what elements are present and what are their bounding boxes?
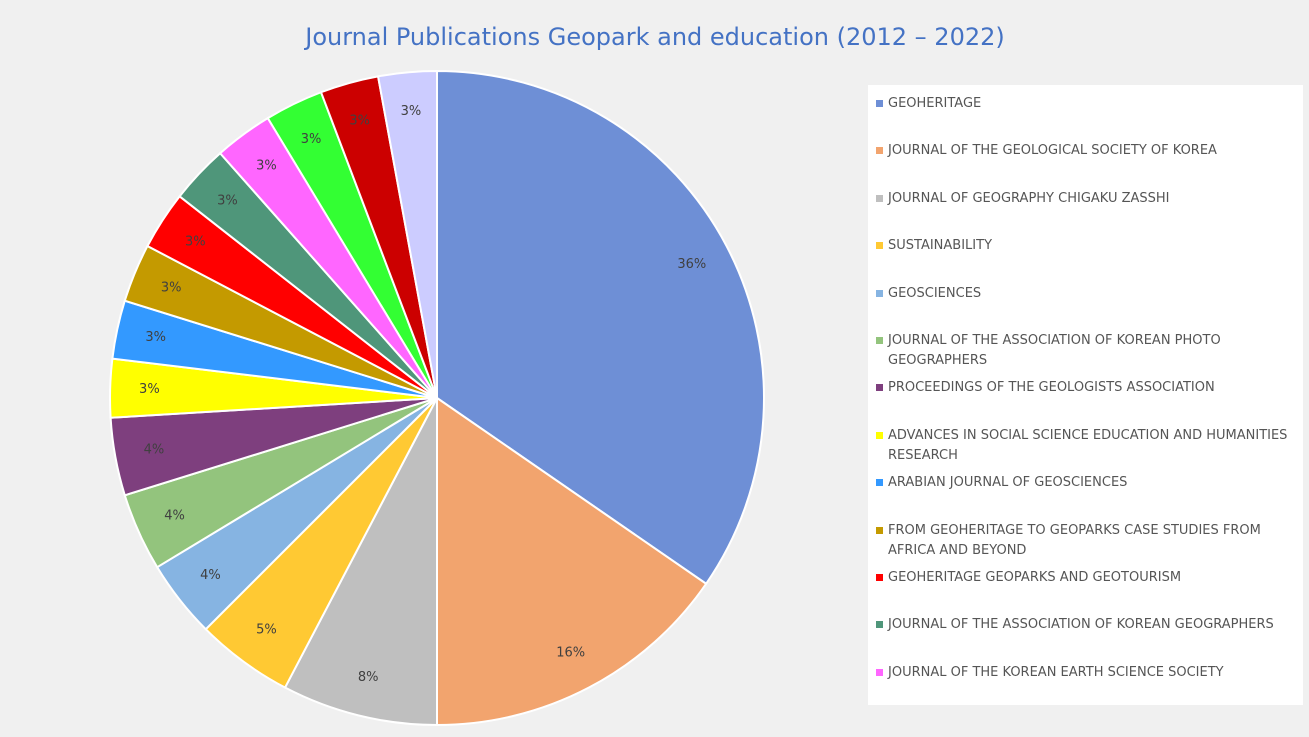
legend-item: GEOSCIENCES — [874, 284, 1298, 304]
legend-swatch — [876, 479, 883, 487]
pie-slice — [436, 69, 765, 586]
legend-label: ADVANCES IN SOCIAL SCIENCE EDUCATION AND… — [888, 427, 1288, 463]
legend-label: FROM GEOHERITAGE TO GEOPARKS CASE STUDIE… — [888, 522, 1261, 558]
legend-item: ARABIAN JOURNAL OF GEOSCIENCES — [874, 473, 1298, 493]
legend-swatch — [876, 574, 883, 581]
data-label: 4% — [144, 442, 165, 457]
legend-item: GEOHERITAGE GEOPARKS AND GEOTOURISM — [874, 568, 1298, 588]
legend-swatch — [876, 384, 883, 392]
pie-slice — [283, 397, 438, 727]
legend-label: JOURNAL OF THE KOREAN EARTH SCIENCE SOCI… — [888, 664, 1224, 680]
legend-swatch — [876, 621, 883, 629]
legend-swatch — [876, 100, 883, 107]
legend-label: PROCEEDINGS OF THE GEOLOGISTS ASSOCIATIO… — [888, 380, 1215, 396]
legend-swatch — [876, 147, 883, 155]
legend-swatch — [876, 337, 883, 344]
legend-item: FROM GEOHERITAGE TO GEOPARKS CASE STUDIE… — [874, 521, 1298, 561]
pie-slice — [376, 69, 438, 399]
data-label: 4% — [200, 568, 221, 583]
legend-label: JOURNAL OF THE ASSOCIATION OF KOREAN PHO… — [888, 333, 1221, 368]
legend-label: GEOSCIENCES — [888, 285, 982, 301]
legend-swatch — [876, 526, 883, 534]
data-label: 3% — [349, 113, 370, 128]
data-label: 3% — [161, 280, 182, 295]
data-label: 3% — [217, 193, 238, 208]
data-label: 3% — [145, 330, 166, 345]
legend-swatch — [876, 194, 883, 202]
legend-label: SUSTAINABILITY — [888, 238, 993, 254]
data-label: 4% — [164, 509, 185, 524]
legend-item: GEOHERITAGE — [874, 94, 1298, 114]
legend-item: JOURNAL OF THE ASSOCIATION OF KOREAN GEO… — [874, 615, 1298, 635]
legend-swatch — [876, 289, 883, 297]
legend-label: ARABIAN JOURNAL OF GEOSCIENCES — [888, 475, 1128, 491]
legend-label: JOURNAL OF THE ASSOCIATION OF KOREAN GEO… — [888, 617, 1274, 633]
data-label: 3% — [256, 159, 277, 174]
legend-label: JOURNAL OF THE GEOLOGICAL SOCIETY OF KOR… — [888, 143, 1217, 159]
data-label: 3% — [401, 104, 422, 119]
legend-swatch — [876, 242, 883, 250]
legend-label: GEOHERITAGE GEOPARKS AND GEOTOURISM — [888, 570, 1182, 585]
data-label: 36% — [677, 257, 706, 272]
legend-item: JOURNAL OF THE GEOLOGICAL SOCIETY OF KOR… — [874, 141, 1298, 161]
data-label: 5% — [256, 622, 277, 637]
chart-title: Journal Publications Geopark and educati… — [303, 23, 1005, 51]
data-label: 3% — [185, 234, 206, 249]
data-label: 3% — [301, 132, 322, 147]
legend: GEOHERITAGE JOURNAL OF THE GEOLOGICAL SOC… — [868, 85, 1303, 705]
legend-label: GEOHERITAGE — [888, 96, 982, 111]
legend-item: SUSTAINABILITY — [874, 236, 1298, 256]
legend-label: JOURNAL OF GEOGRAPHY CHIGAKU ZASSHI — [888, 190, 1170, 206]
legend-item: JOURNAL OF THE ASSOCIATION OF KOREAN PHO… — [874, 331, 1298, 371]
legend-item: JOURNAL OF GEOGRAPHY CHIGAKU ZASSHI — [874, 189, 1298, 209]
data-label: 8% — [358, 670, 379, 685]
data-label: 3% — [139, 382, 160, 397]
data-label: 16% — [556, 645, 585, 660]
legend-item: ADVANCES IN SOCIAL SCIENCE EDUCATION AND… — [874, 426, 1298, 466]
pie-slice — [436, 396, 708, 727]
legend-swatch — [876, 668, 883, 676]
legend-item: JOURNAL OF THE KOREAN EARTH SCIENCE SOCI… — [874, 663, 1298, 683]
legend-item: PROCEEDINGS OF THE GEOLOGISTS ASSOCIATIO… — [874, 378, 1298, 398]
legend-swatch — [876, 431, 883, 439]
